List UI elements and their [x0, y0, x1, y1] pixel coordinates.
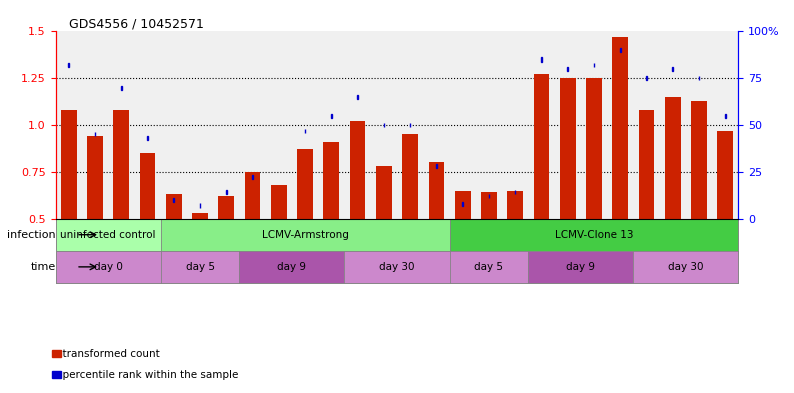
- Bar: [376, 166, 391, 219]
- Text: transformed count: transformed count: [56, 349, 160, 359]
- Bar: [718, 130, 733, 219]
- Text: LCMV-Clone 13: LCMV-Clone 13: [555, 230, 634, 240]
- Bar: [166, 194, 182, 219]
- Bar: [61, 110, 76, 219]
- Text: infection: infection: [7, 230, 56, 240]
- FancyBboxPatch shape: [56, 251, 160, 283]
- Bar: [455, 191, 471, 219]
- Bar: [586, 78, 602, 219]
- Bar: [429, 162, 445, 219]
- Text: day 9: day 9: [277, 262, 306, 272]
- Bar: [114, 110, 129, 219]
- FancyBboxPatch shape: [528, 251, 634, 283]
- Bar: [218, 196, 234, 219]
- Bar: [323, 142, 339, 219]
- Bar: [271, 185, 287, 219]
- FancyBboxPatch shape: [449, 219, 738, 251]
- Bar: [349, 121, 365, 219]
- Text: time: time: [30, 262, 56, 272]
- FancyBboxPatch shape: [240, 251, 345, 283]
- Bar: [507, 191, 523, 219]
- Text: percentile rank within the sample: percentile rank within the sample: [56, 370, 238, 380]
- Bar: [403, 134, 418, 219]
- Bar: [192, 213, 208, 219]
- FancyBboxPatch shape: [160, 219, 449, 251]
- FancyBboxPatch shape: [449, 251, 528, 283]
- FancyBboxPatch shape: [160, 251, 240, 283]
- Bar: [560, 78, 576, 219]
- Text: day 9: day 9: [566, 262, 596, 272]
- Bar: [481, 193, 497, 219]
- Bar: [297, 149, 313, 219]
- FancyBboxPatch shape: [56, 219, 160, 251]
- Bar: [638, 110, 654, 219]
- Bar: [691, 101, 707, 219]
- Bar: [245, 172, 260, 219]
- Bar: [140, 153, 156, 219]
- Text: LCMV-Armstrong: LCMV-Armstrong: [262, 230, 349, 240]
- Text: uninfected control: uninfected control: [60, 230, 156, 240]
- FancyBboxPatch shape: [345, 251, 449, 283]
- Bar: [612, 37, 628, 219]
- Bar: [534, 75, 549, 219]
- Text: day 5: day 5: [186, 262, 214, 272]
- Text: GDS4556 / 10452571: GDS4556 / 10452571: [69, 17, 204, 30]
- FancyBboxPatch shape: [634, 251, 738, 283]
- Text: day 5: day 5: [475, 262, 503, 272]
- Text: day 30: day 30: [668, 262, 703, 272]
- Text: day 30: day 30: [380, 262, 414, 272]
- Bar: [87, 136, 103, 219]
- Bar: [665, 97, 680, 219]
- Text: day 0: day 0: [94, 262, 122, 272]
